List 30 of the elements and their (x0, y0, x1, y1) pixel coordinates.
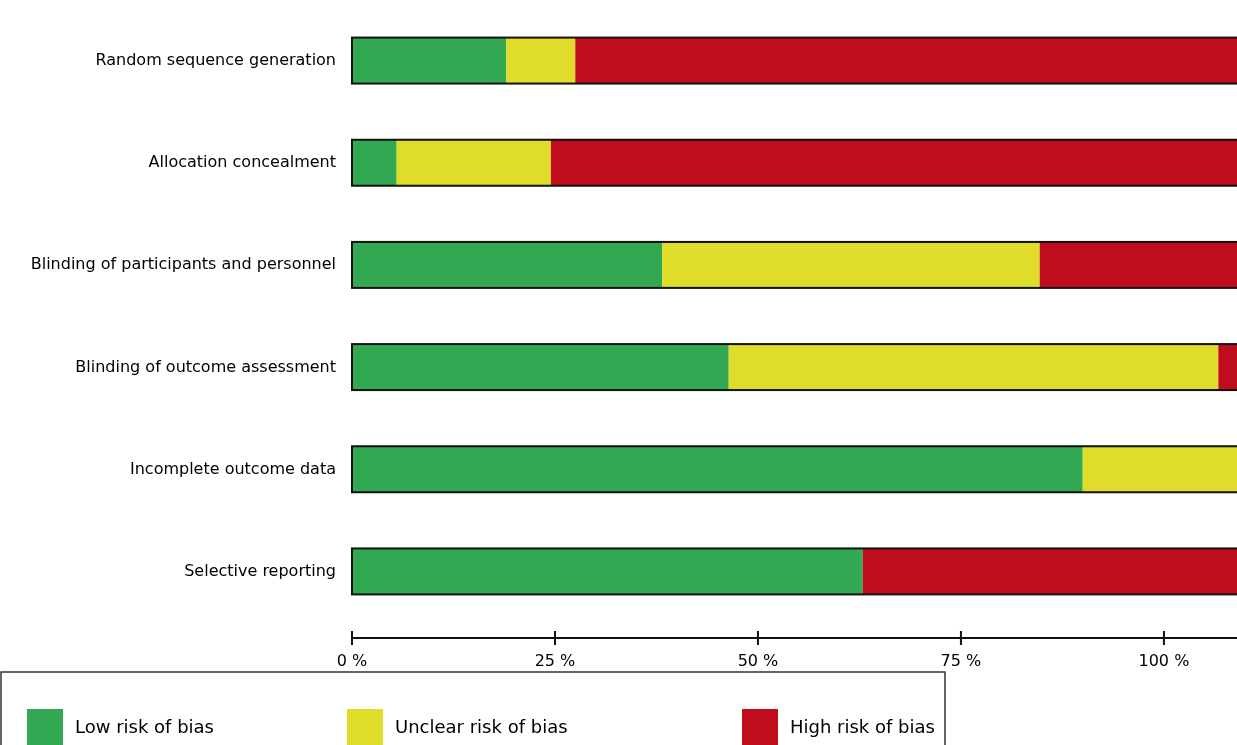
x-tick-label: 25 % (534, 651, 576, 670)
bar (662, 241, 1040, 288)
bar (352, 241, 663, 288)
legend-label: Unclear risk of bias (395, 716, 568, 737)
legend-label: Low risk of bias (75, 716, 214, 737)
bar (352, 344, 729, 391)
bar (550, 139, 1237, 186)
y-tick-label: Blinding of outcome assessment (75, 356, 336, 376)
bar (575, 37, 1237, 84)
y-tick-label: Selective reporting (184, 560, 336, 580)
y-tick-label: Blinding of participants and personnel (30, 254, 336, 274)
x-tick-label: 100 % (1138, 651, 1190, 670)
bar (1218, 344, 1237, 391)
bar (728, 344, 1219, 391)
y-tick-label: Incomplete outcome data (129, 458, 336, 478)
bar (396, 139, 551, 186)
legend-label: High risk of bias (790, 716, 935, 737)
x-tick-label: 50 % (737, 651, 779, 670)
y-tick-label: Allocation concealment (148, 152, 336, 172)
bar (352, 139, 397, 186)
bar (862, 548, 1237, 595)
bar (1082, 446, 1237, 493)
y-tick-label: Random sequence generation (95, 50, 336, 70)
bar (506, 37, 576, 84)
bar (352, 37, 507, 84)
x-tick-label: 0 % (336, 651, 368, 670)
bar (352, 446, 1083, 493)
bar (352, 548, 863, 595)
bar (1039, 241, 1237, 288)
x-tick-label: 75 % (940, 651, 982, 670)
